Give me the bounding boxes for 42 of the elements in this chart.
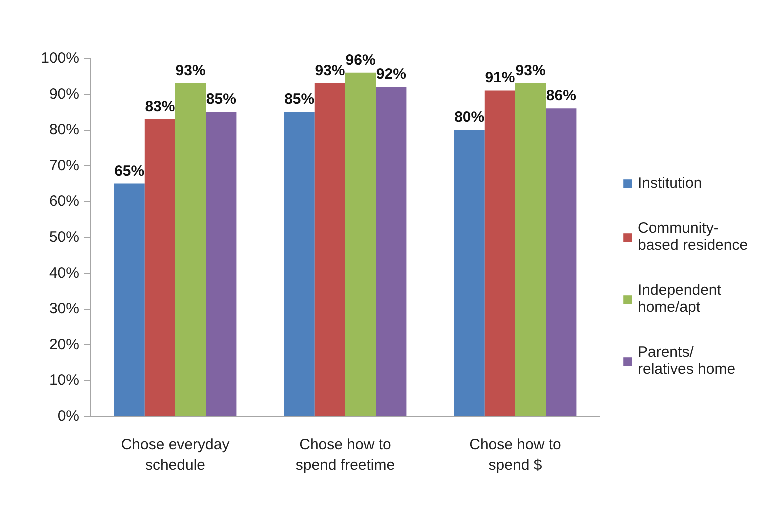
legend-label: Community- based residence [638,220,748,254]
y-tick-label: 80% [49,122,80,139]
legend-label: Independent home/apt [638,282,722,316]
bar [346,72,376,416]
bar [206,112,237,416]
data-label: 91% [485,70,516,87]
x-tick-label: Chose how to spend $ [470,436,562,474]
y-tick-label: 20% [49,336,80,354]
x-tick-label: Chose how to spend freetime [296,436,396,474]
bar [546,108,577,416]
y-tick-label: 50% [49,229,80,246]
bar [176,84,206,416]
data-label: 86% [546,88,576,105]
data-label: 93% [176,62,206,80]
y-tick-label: 40% [49,264,80,282]
data-label: 93% [315,62,346,80]
y-tick-label: 90% [49,86,80,103]
bar [144,119,176,416]
data-label: 93% [516,62,546,80]
legend-label: Institution [638,175,702,192]
y-tick-label: 60% [49,193,80,210]
data-label: 83% [145,98,176,116]
bar [376,87,407,416]
legend-label: Parents/ relatives home [638,344,736,378]
data-label: 92% [376,66,406,84]
y-tick-label: 70% [49,157,80,174]
x-tick-label: Chose everyday schedule [121,436,230,474]
y-tick-label: 30% [49,300,80,318]
bar [114,184,145,416]
bar [484,90,516,416]
y-tick-label: 0% [58,408,80,425]
bar [284,112,315,416]
y-tick-label: 100% [41,50,80,67]
bar [454,130,485,416]
data-label: 96% [346,52,376,69]
data-label: 80% [454,109,485,126]
bar [314,84,346,416]
bar [516,84,546,416]
data-label: 85% [206,91,236,108]
data-label: 65% [114,162,145,180]
y-tick-label: 10% [49,372,80,390]
data-label: 85% [284,91,315,108]
